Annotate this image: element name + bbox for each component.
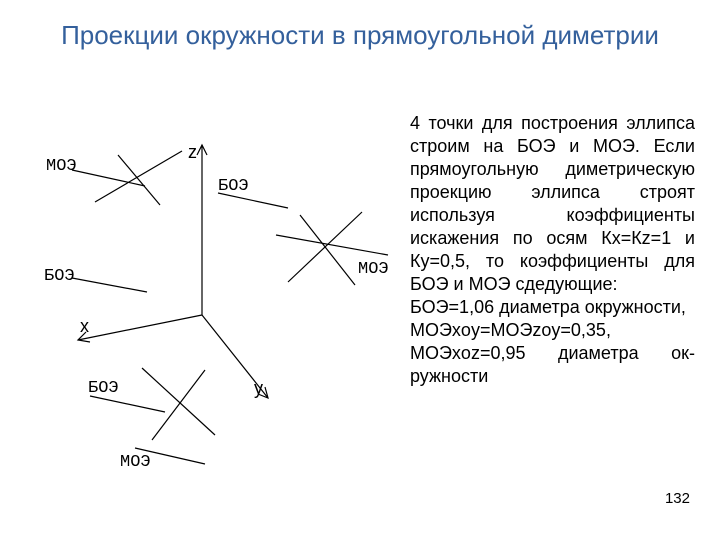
body-paragraph: 4 точки для построения эл­липса строим н… <box>410 112 695 388</box>
svg-text:БОЭ: БОЭ <box>88 379 119 398</box>
svg-text:БОЭ: БОЭ <box>44 267 75 286</box>
page-number: 132 <box>665 490 690 507</box>
dimetric-diagram: z x y МОЭ БОЭ БОЭ МОЭ БОЭ МОЭ <box>40 110 410 470</box>
slide-title: Проекции окружности в прямоугольной диме… <box>40 20 680 51</box>
svg-text:БОЭ: БОЭ <box>218 177 249 196</box>
svg-text:x: x <box>80 316 89 336</box>
svg-text:МОЭ: МОЭ <box>358 260 389 279</box>
svg-text:МОЭ: МОЭ <box>46 157 77 176</box>
svg-text:z: z <box>188 142 197 162</box>
svg-text:y: y <box>254 378 263 398</box>
svg-text:МОЭ: МОЭ <box>120 453 151 470</box>
